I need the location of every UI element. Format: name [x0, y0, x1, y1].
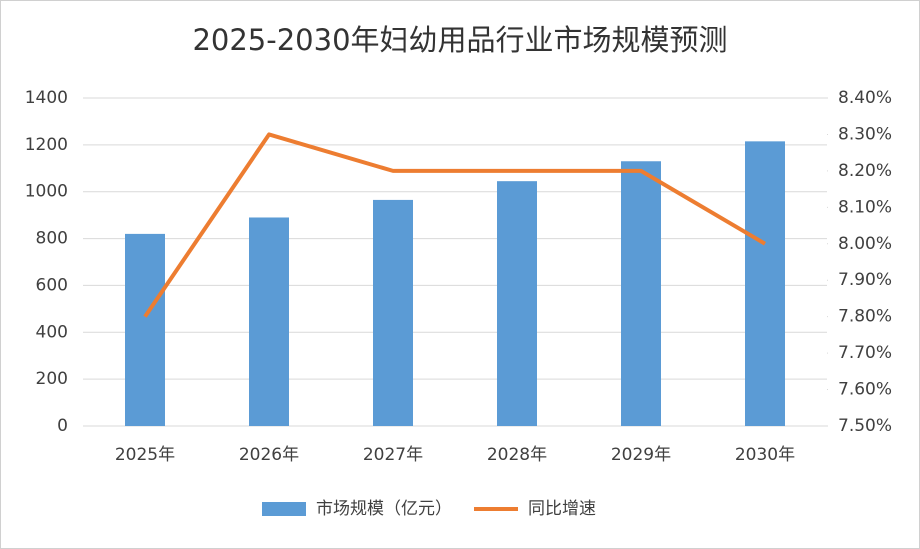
bar: [373, 199, 413, 426]
bar: [745, 141, 785, 427]
x-tick-label: 2025年: [115, 445, 175, 465]
y-tick-label: 400: [36, 322, 68, 342]
chart-title: 2025-2030年妇幼用品行业市场规模预测: [192, 23, 727, 57]
x-tick-label: 2026年: [239, 445, 299, 465]
y2-tick-label: 7.70%: [838, 343, 892, 363]
x-tick-label: 2029年: [611, 445, 671, 465]
legend-swatch: [262, 502, 306, 516]
y-tick-label: 0: [57, 416, 68, 436]
bar: [125, 233, 165, 426]
y-tick-label: 600: [36, 275, 68, 295]
y2-tick-label: 7.90%: [838, 270, 892, 290]
y-tick-label: 1400: [25, 88, 68, 108]
y2-tick-label: 8.20%: [838, 161, 892, 181]
y-tick-label: 1200: [25, 135, 68, 155]
y2-tick-label: 7.60%: [838, 380, 892, 400]
bar: [249, 217, 289, 426]
bar: [621, 161, 661, 426]
y2-tick-label: 8.10%: [838, 197, 892, 217]
line: [143, 132, 767, 318]
y-tick-label: 1000: [25, 182, 68, 202]
x-tick-label: 2027年: [363, 445, 423, 465]
legend-label: 同比增速: [528, 499, 596, 519]
y2-tick-label: 8.00%: [838, 234, 892, 254]
y2-tick-label: 8.30%: [838, 124, 892, 144]
y2-tick-label: 8.40%: [838, 88, 892, 108]
bar: [497, 181, 537, 426]
x-tick-label: 2028年: [487, 445, 547, 465]
y2-tick-label: 7.80%: [838, 307, 892, 327]
y-tick-label: 800: [36, 229, 68, 249]
y2-tick-label: 7.50%: [838, 416, 892, 436]
legend-label: 市场规模（亿元）: [316, 499, 452, 519]
y-tick-label: 200: [36, 369, 68, 389]
x-tick-label: 2030年: [735, 445, 795, 465]
